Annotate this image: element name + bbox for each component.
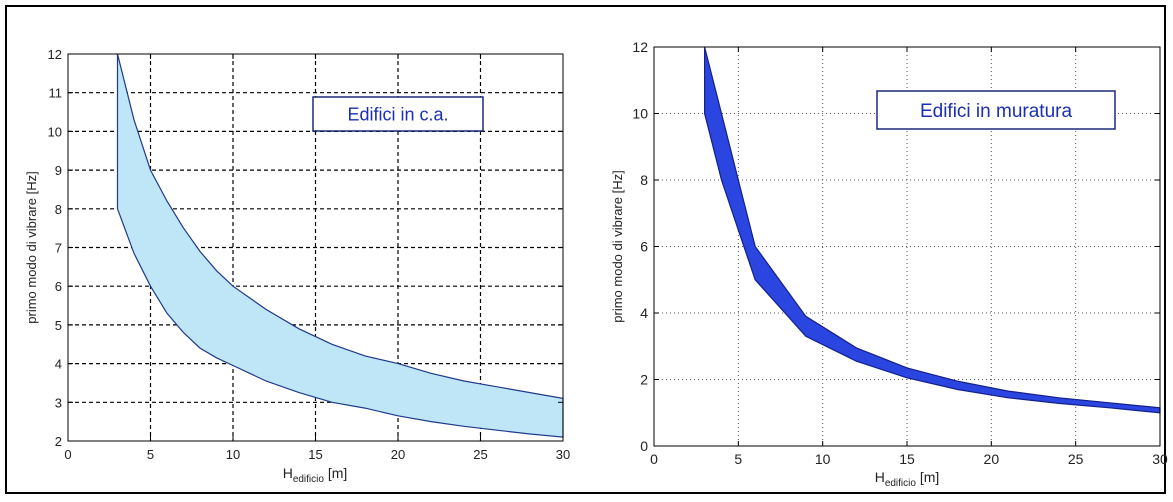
- y-tick-label: 9: [55, 163, 62, 178]
- x-axis-label: Hedificio [m]: [283, 465, 348, 485]
- x-tick-label: 10: [226, 447, 240, 462]
- chart-muratura: 0 5 10 15 20 25 30 0 2 4 6 8 10 12 primo modo di vibra…: [610, 39, 1168, 489]
- x-tick-label: 0: [650, 451, 658, 467]
- y-tick-label: 10: [632, 106, 648, 122]
- x-tick-label: 20: [984, 451, 1000, 467]
- annotation-label: Edifici in muratura: [920, 101, 1072, 122]
- y-tick-label: 6: [55, 279, 62, 294]
- y-tick-label: 12: [48, 47, 62, 62]
- x-tick-label: 0: [64, 447, 71, 462]
- x-axis-label: Hedificio [m]: [875, 469, 940, 489]
- y-tick-label: 10: [48, 124, 62, 139]
- annotation-label: Edifici in c.a.: [347, 104, 448, 124]
- x-tick-label: 30: [556, 447, 570, 462]
- annotation-box: [876, 90, 1116, 130]
- annotation-box: [312, 96, 484, 132]
- y-tick-label: 4: [640, 305, 648, 321]
- y-tick-label: 0: [640, 438, 648, 454]
- y-tick-label: 2: [55, 434, 62, 449]
- x-tick-label: 25: [1068, 451, 1084, 467]
- x-tick-label: 5: [147, 447, 154, 462]
- chart-ca: 0 5 10 15 20 25 30 2 3 4 5 6 7 8 9 10 11 12 primo modo di …: [24, 47, 570, 485]
- y-tick-label: 12: [632, 39, 648, 55]
- y-tick-label: 4: [55, 357, 62, 372]
- x-tick-label: 5: [734, 451, 742, 467]
- y-tick-label: 8: [55, 202, 62, 217]
- figure-frame: [5, 5, 1166, 494]
- y-axis-label: primo modo di vibrare [Hz]: [24, 171, 39, 323]
- x-tick-label: 15: [899, 451, 915, 467]
- y-tick-label: 11: [49, 86, 63, 101]
- y-axis-label: primo modo di vibrare [Hz]: [610, 170, 625, 322]
- y-tick-label: 5: [55, 318, 62, 333]
- y-tick-label: 7: [55, 241, 62, 256]
- x-tick-label: 15: [308, 447, 322, 462]
- y-tick-label: 8: [640, 172, 648, 188]
- x-tick-label: 30: [1152, 451, 1168, 467]
- y-tick-label: 6: [640, 239, 648, 255]
- x-tick-label: 25: [473, 447, 487, 462]
- x-tick-label: 20: [391, 447, 405, 462]
- y-tick-label: 3: [55, 395, 62, 410]
- y-tick-label: 2: [640, 372, 648, 388]
- x-tick-label: 10: [815, 451, 831, 467]
